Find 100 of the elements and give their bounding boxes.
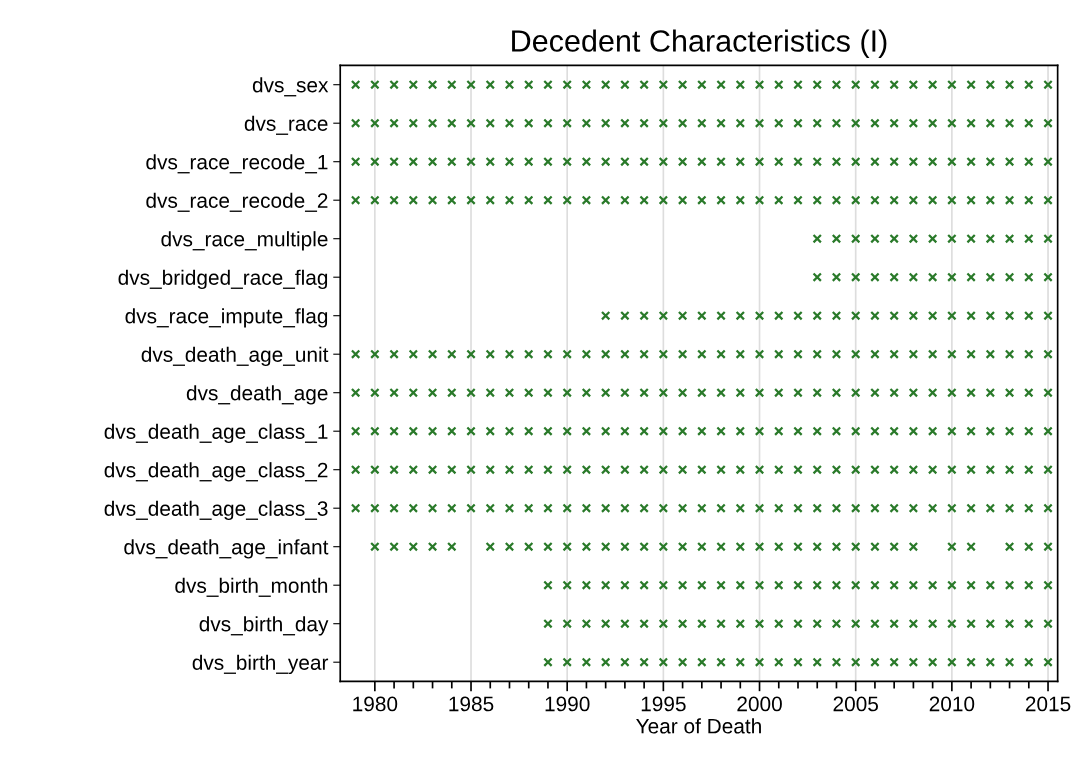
point xyxy=(889,156,899,167)
point xyxy=(908,426,919,436)
point xyxy=(908,464,919,475)
point xyxy=(850,349,861,359)
point xyxy=(889,79,899,90)
point xyxy=(485,426,496,436)
point xyxy=(947,79,957,90)
point xyxy=(850,464,861,475)
point xyxy=(831,310,842,321)
point xyxy=(1004,426,1015,436)
point xyxy=(908,349,919,359)
point xyxy=(831,541,842,552)
point xyxy=(908,310,919,321)
point xyxy=(408,349,419,359)
point xyxy=(600,541,611,552)
point xyxy=(677,541,688,552)
point xyxy=(581,580,592,590)
point xyxy=(581,118,592,128)
point xyxy=(716,541,726,552)
point xyxy=(658,387,669,398)
point xyxy=(889,503,899,513)
point xyxy=(485,464,496,475)
point xyxy=(793,426,803,436)
point xyxy=(850,310,861,321)
point xyxy=(620,118,630,128)
point xyxy=(562,118,572,128)
point xyxy=(812,349,823,359)
point xyxy=(639,657,649,667)
point xyxy=(523,426,534,436)
point xyxy=(831,464,842,475)
point xyxy=(504,79,515,90)
point xyxy=(543,618,553,629)
point xyxy=(1004,580,1015,590)
point xyxy=(908,541,919,552)
point xyxy=(389,156,399,167)
point xyxy=(1043,233,1053,244)
point xyxy=(754,79,765,90)
point xyxy=(350,387,361,398)
x-tick-label: 1995 xyxy=(641,696,686,712)
point xyxy=(562,79,572,90)
point xyxy=(697,387,707,398)
point xyxy=(581,618,592,629)
point xyxy=(985,156,996,167)
point xyxy=(581,387,592,398)
point xyxy=(773,426,784,436)
point xyxy=(697,310,707,321)
point xyxy=(850,580,861,590)
point xyxy=(620,464,630,475)
y-tick-label: dvs_sex xyxy=(252,77,329,97)
point xyxy=(581,464,592,475)
point xyxy=(966,272,976,282)
point xyxy=(620,387,630,398)
point xyxy=(408,541,419,552)
point xyxy=(620,580,630,590)
point xyxy=(447,156,457,167)
point xyxy=(870,310,880,321)
point xyxy=(1004,387,1015,398)
point xyxy=(889,118,899,128)
point xyxy=(985,618,996,629)
point xyxy=(1024,503,1034,513)
point xyxy=(447,426,457,436)
point xyxy=(947,618,957,629)
point xyxy=(927,118,938,128)
point xyxy=(889,580,899,590)
point xyxy=(1024,118,1034,128)
point xyxy=(831,580,842,590)
point xyxy=(889,657,899,667)
point xyxy=(389,503,399,513)
chart-title: Decedent Characteristics (I) xyxy=(512,29,887,58)
y-tick-label: dvs_death_age_infant xyxy=(124,539,329,559)
point xyxy=(985,426,996,436)
point xyxy=(985,349,996,359)
point xyxy=(927,272,938,282)
point xyxy=(1043,464,1053,475)
point xyxy=(600,387,611,398)
point xyxy=(677,118,688,128)
point xyxy=(504,118,515,128)
point xyxy=(1043,657,1053,667)
point xyxy=(966,618,976,629)
point xyxy=(658,464,669,475)
point xyxy=(870,580,880,590)
point xyxy=(639,118,649,128)
point xyxy=(1024,387,1034,398)
point xyxy=(793,195,803,205)
point xyxy=(581,79,592,90)
point xyxy=(735,541,746,552)
point xyxy=(812,272,823,282)
point xyxy=(927,503,938,513)
point xyxy=(870,618,880,629)
point xyxy=(389,195,399,205)
point xyxy=(639,156,649,167)
point xyxy=(735,464,746,475)
point xyxy=(735,310,746,321)
point xyxy=(350,195,361,205)
point xyxy=(581,657,592,667)
point xyxy=(793,657,803,667)
point xyxy=(947,387,957,398)
point xyxy=(504,464,515,475)
point xyxy=(639,387,649,398)
point xyxy=(966,426,976,436)
